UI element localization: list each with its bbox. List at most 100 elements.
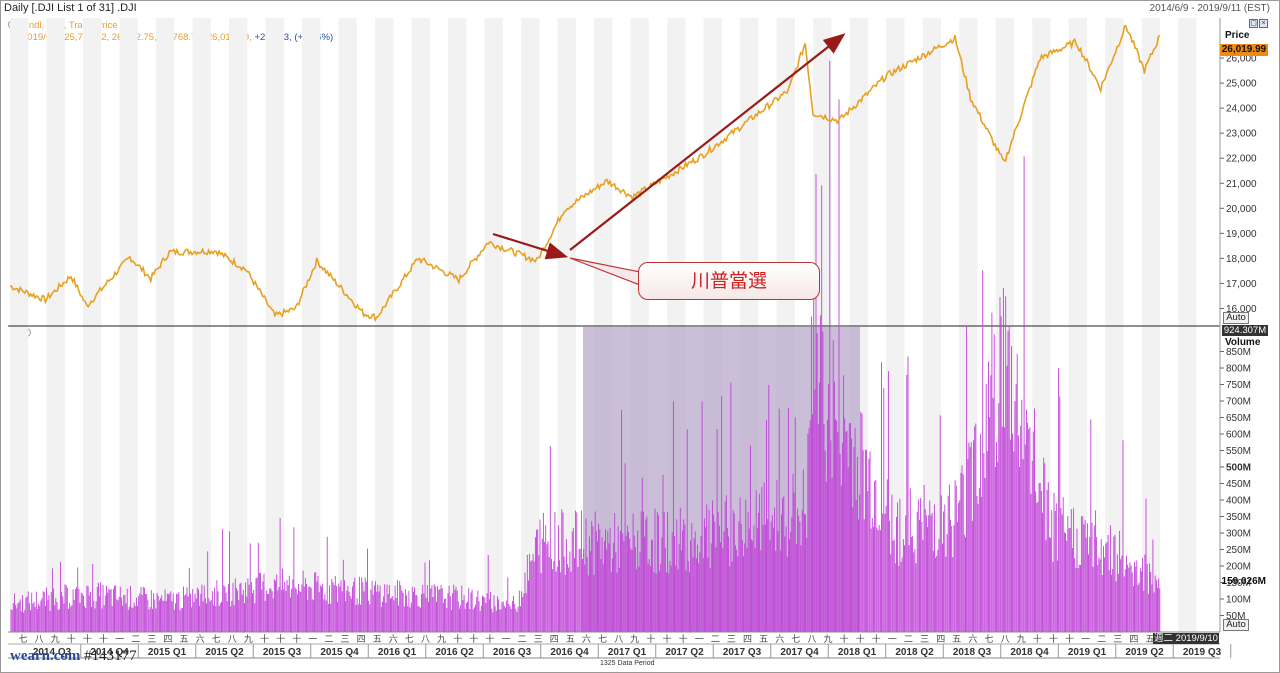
maximize-icon[interactable]: ▢	[1249, 19, 1258, 28]
quarter-label: 2016 Q2	[435, 647, 474, 658]
month-label: 三	[534, 635, 543, 645]
legend-series-name: Cndl, .DJI, Trade Price	[22, 20, 118, 31]
month-label: 八	[614, 635, 623, 645]
quarter-label: 2016 Q1	[378, 647, 417, 658]
month-label: 二	[518, 635, 527, 645]
month-band	[1068, 18, 1087, 632]
volume-bars	[10, 60, 1161, 632]
month-band	[83, 18, 102, 632]
price-tick-label: 21,000	[1226, 179, 1257, 190]
month-band	[265, 18, 284, 632]
quarter-label: 2015 Q4	[320, 647, 359, 658]
month-label: 四	[163, 635, 172, 645]
price-axis-ticks: 26,000 25,000 24,000 23,000 22,000 21,000 20,0…	[1220, 54, 1257, 315]
month-band	[302, 18, 321, 632]
pre-election-arrow	[492, 232, 569, 260]
volume-tick-label: 750M	[1226, 380, 1251, 391]
month-label: 十	[453, 633, 462, 645]
volume-tick-label: 700M	[1226, 397, 1251, 408]
quarter-label: 2014 Q4	[90, 647, 129, 658]
price-auto-button[interactable]: Auto	[1223, 312, 1249, 324]
volume-auto-button[interactable]: Auto	[1223, 619, 1249, 631]
month-label: 五	[759, 635, 768, 645]
panel-buttons: ▢ ×	[1248, 18, 1268, 28]
month-label: 十	[1065, 633, 1074, 645]
month-label: 七	[405, 634, 414, 645]
volume-axis-title: Volume	[1225, 337, 1261, 348]
month-label: 十	[1033, 633, 1042, 645]
month-label: 五	[179, 635, 188, 645]
quarter-label: 2018 Q1	[838, 647, 877, 658]
date-range: 2014/6/9 - 2019/9/11 (EST)	[1149, 3, 1270, 14]
month-label: 四	[936, 635, 945, 645]
month-label: 六	[968, 633, 977, 645]
month-label: 七	[791, 634, 800, 645]
month-band	[46, 18, 65, 632]
volume-tick-label: 350M	[1226, 512, 1251, 523]
month-band	[484, 18, 503, 632]
price-tick-label: 18,000	[1226, 254, 1257, 265]
month-band	[156, 18, 175, 632]
volume-tick-label: 250M	[1226, 545, 1251, 556]
quarter-label: 2019 Q1	[1068, 647, 1107, 658]
month-label: 五	[952, 635, 961, 645]
month-label: 四	[743, 635, 752, 645]
month-label: 三	[340, 635, 349, 645]
month-label: 十	[260, 633, 269, 645]
price-tick-label: 25,000	[1226, 79, 1257, 90]
month-bands	[10, 18, 1197, 632]
month-label: 十	[856, 633, 865, 645]
month-band	[521, 18, 540, 632]
price-tick-label: 26,000	[1226, 54, 1257, 65]
quarter-label: 2015 Q1	[148, 647, 187, 658]
month-band	[338, 18, 357, 632]
price-tick-label: 19,000	[1226, 229, 1257, 240]
month-band	[557, 18, 576, 632]
month-labels: 七八九十十十一二三四五六七八九十十十一二三四五六七八九十十十一二三四五六七八九十…	[18, 633, 1154, 645]
month-label: 十	[99, 633, 108, 645]
month-band	[375, 18, 394, 632]
month-label: 五	[373, 635, 382, 645]
post-election-arrow	[569, 33, 846, 251]
month-label: 二	[131, 635, 140, 645]
callout-trump-elected: 川普當選	[638, 262, 820, 300]
volume-tick-label: 600M	[1226, 430, 1251, 441]
volume-tick-label: 450M	[1226, 479, 1251, 490]
quarter-label: 2017 Q1	[608, 647, 647, 658]
quarter-label: 2016 Q4	[550, 647, 589, 658]
price-tick-label: 24,000	[1226, 104, 1257, 115]
month-label: 五	[1145, 635, 1154, 645]
month-label: 十	[679, 633, 688, 645]
quarter-label: 2018 Q3	[953, 647, 992, 658]
price-tick-label: 22,000	[1226, 154, 1257, 165]
close-icon[interactable]: ×	[1259, 19, 1268, 28]
month-label: 十	[872, 633, 881, 645]
watermark-id: #143177	[84, 648, 137, 664]
quarter-labels: 2014 Q3 2014 Q4 2015 Q1 2015 Q2 2015 Q3 2015 …	[33, 644, 1232, 658]
month-band	[229, 18, 248, 632]
month-label: 九	[1017, 634, 1026, 645]
month-label: 七	[598, 634, 607, 645]
month-label: 三	[1113, 635, 1122, 645]
volume-tick-label: 400M	[1226, 496, 1251, 507]
price-tick-label: 20,000	[1226, 204, 1257, 215]
month-label: 三	[147, 635, 156, 645]
price-line	[9, 24, 1161, 323]
month-label: 九	[51, 634, 60, 645]
current-price-tag: 26,019.99	[1220, 44, 1268, 56]
month-label: 七	[212, 634, 221, 645]
month-label: 三	[920, 635, 929, 645]
month-label: 十	[840, 633, 849, 645]
window-title: Daily [.DJI List 1 of 31] .DJI	[4, 2, 137, 14]
month-label: 十	[276, 633, 285, 645]
price-axis-title: Price	[1225, 30, 1250, 41]
month-band	[1178, 18, 1197, 632]
month-label: 六	[389, 633, 398, 645]
price-tick-label: 16,000	[1226, 304, 1257, 315]
quarter-label: 2016 Q3	[493, 647, 532, 658]
month-label: 七	[984, 634, 993, 645]
quarter-label: 2015 Q3	[263, 647, 302, 658]
month-label: 一	[115, 635, 124, 645]
quarter-label: 2017 Q2	[665, 647, 704, 658]
